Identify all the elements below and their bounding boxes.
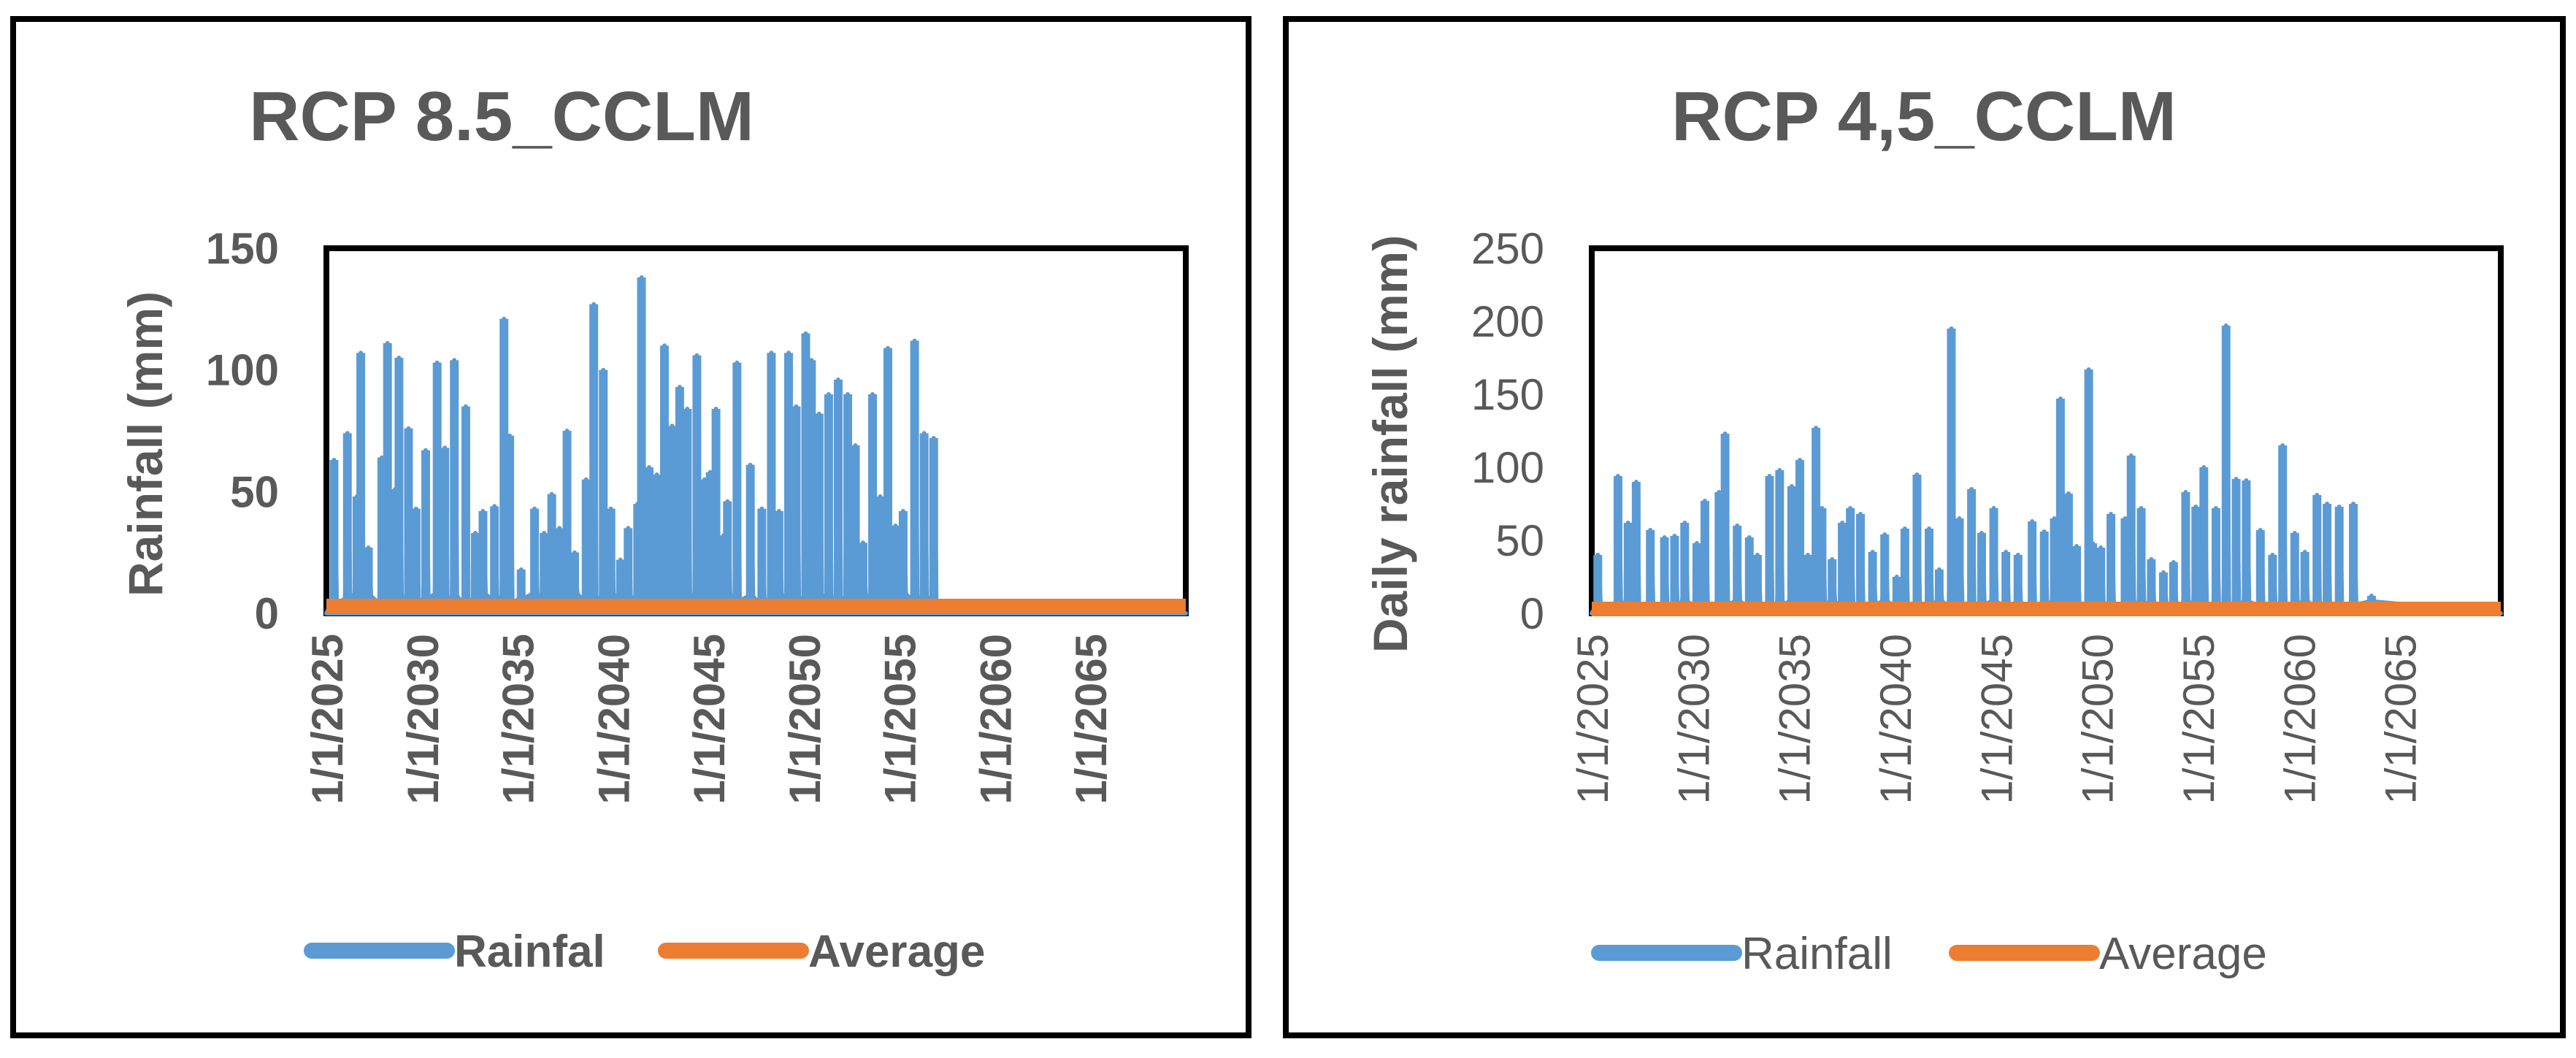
- x-tick-label: 1/1/2065: [1067, 634, 1116, 805]
- y-axis-label: Daily rainfall (mm): [1363, 235, 1417, 653]
- x-tick-label: 1/1/2045: [685, 634, 734, 805]
- y-tick-label: 0: [1520, 589, 1544, 638]
- x-tick-label: 1/1/2055: [876, 634, 925, 805]
- x-tick-label: 1/1/2065: [2377, 634, 2426, 805]
- chart-rcp45: RCP 4,5_CCLM Daily rainfall (mm) 0 50 100 1…: [1363, 77, 2504, 979]
- x-tick-label: 1/1/2030: [399, 634, 448, 805]
- y-axis-label: Rainfall (mm): [118, 291, 172, 597]
- y-tick-label: 50: [230, 467, 279, 516]
- y-tick-label: 150: [1471, 370, 1544, 419]
- chart-panel-rcp45: RCP 4,5_CCLM Daily rainfall (mm) 0 50 100 1…: [1283, 16, 2566, 1038]
- plot-area: [323, 245, 1189, 616]
- plot-area: [1589, 245, 2504, 616]
- legend-label: Rainfall: [1741, 929, 1893, 979]
- chart-title: RCP 8.5_CCLM: [249, 77, 754, 156]
- chart-title: RCP 4,5_CCLM: [1671, 77, 2177, 156]
- x-tick-labels: 1/1/2025 1/1/2030 1/1/2035 1/1/2040 1/1/2045…: [303, 634, 1116, 805]
- y-tick-label: 250: [1471, 224, 1544, 273]
- x-tick-label: 1/1/2060: [971, 634, 1020, 805]
- x-tick-label: 1/1/2060: [2275, 634, 2324, 805]
- legend-label: Rainfal: [454, 927, 605, 977]
- x-tick-label: 1/1/2050: [2074, 634, 2123, 805]
- legend: Rainfall Average: [1591, 929, 2267, 979]
- x-tick-label: 1/1/2040: [1871, 634, 1920, 805]
- x-tick-label: 1/1/2030: [1669, 634, 1718, 805]
- y-tick-labels: 0 50 100 150: [206, 224, 279, 638]
- x-tick-label: 1/1/2055: [2174, 634, 2223, 805]
- y-tick-label: 50: [1495, 516, 1544, 565]
- x-tick-label: 1/1/2035: [494, 634, 543, 805]
- x-tick-label: 1/1/2025: [303, 634, 352, 805]
- legend-label: Average: [2099, 929, 2267, 979]
- x-tick-label: 1/1/2050: [781, 634, 829, 805]
- y-tick-label: 150: [206, 224, 279, 273]
- legend-label: Average: [808, 927, 985, 977]
- y-tick-label: 100: [1471, 443, 1544, 492]
- chart-panel-rcp85: RCP 8.5_CCLM Rainfall (mm) 0 50 100 150 1/1…: [10, 16, 1251, 1038]
- y-tick-label: 100: [206, 346, 279, 395]
- chart-rcp85: RCP 8.5_CCLM Rainfall (mm) 0 50 100 150 1/1…: [118, 77, 1189, 977]
- x-tick-label: 1/1/2035: [1771, 634, 1820, 805]
- y-tick-label: 0: [255, 589, 279, 638]
- x-tick-label: 1/1/2025: [1568, 634, 1617, 805]
- x-tick-labels: 1/1/2025 1/1/2030 1/1/2035 1/1/2040 1/1/2045…: [1568, 634, 2426, 805]
- x-tick-label: 1/1/2040: [589, 634, 638, 805]
- x-tick-label: 1/1/2045: [1972, 634, 2021, 805]
- legend: Rainfal Average: [304, 927, 985, 977]
- y-tick-label: 200: [1471, 297, 1544, 346]
- y-tick-labels: 0 50 100 150 200 250: [1471, 224, 1544, 638]
